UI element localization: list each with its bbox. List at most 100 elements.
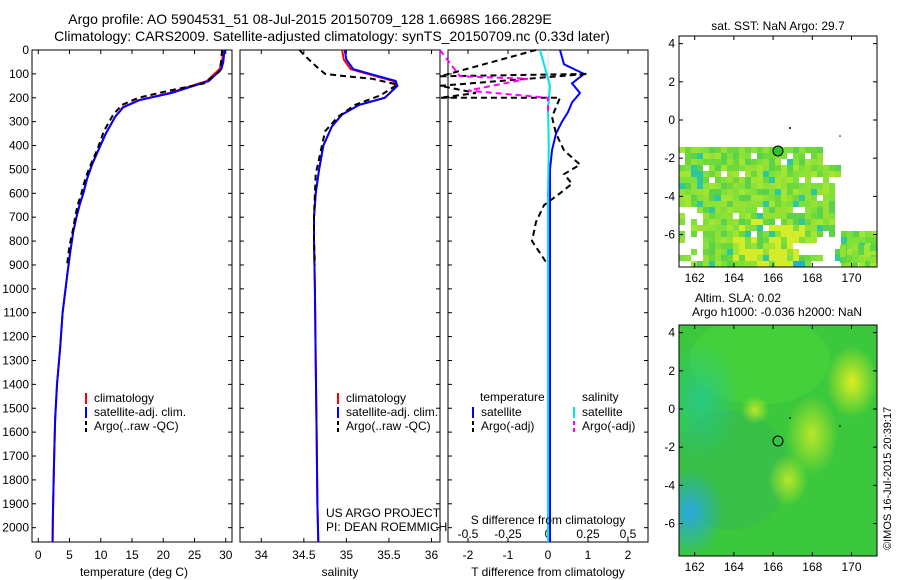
sst-cell bbox=[817, 213, 823, 219]
sst-cell bbox=[733, 177, 739, 183]
x-tick-label: 30 bbox=[219, 548, 233, 562]
legend-label-climatology: climatology bbox=[94, 391, 154, 405]
sst-cell bbox=[781, 255, 787, 261]
y-tick-label: 2000 bbox=[2, 521, 29, 535]
y-tick-label: 0 bbox=[22, 43, 29, 57]
sst-cell bbox=[721, 183, 727, 189]
sst-cell bbox=[697, 195, 703, 201]
sst-cell bbox=[793, 231, 799, 237]
sst-cell bbox=[787, 237, 793, 243]
sst-cell bbox=[847, 243, 853, 249]
sst-cell bbox=[721, 219, 727, 225]
sst-cell bbox=[691, 219, 697, 225]
sst-cell bbox=[805, 213, 811, 219]
sst-cell bbox=[757, 237, 763, 243]
sst-cell bbox=[739, 165, 745, 171]
sst-cell bbox=[769, 171, 775, 177]
sst-cell bbox=[709, 213, 715, 219]
sst-cell bbox=[721, 207, 727, 213]
sst-cell bbox=[817, 153, 823, 159]
sst-cell bbox=[811, 159, 817, 165]
sst-cell bbox=[721, 147, 727, 153]
sst-cell bbox=[799, 183, 805, 189]
sst-cell bbox=[709, 189, 715, 195]
sst-cell bbox=[691, 225, 697, 231]
sst-cell bbox=[781, 231, 787, 237]
sst-cell bbox=[685, 195, 691, 201]
sst-cell bbox=[739, 225, 745, 231]
sst-cell bbox=[721, 213, 727, 219]
sst-cell bbox=[852, 245, 858, 251]
sst-cell bbox=[757, 261, 763, 267]
series-line-t-argo-adj bbox=[439, 49, 589, 266]
sst-cell bbox=[775, 207, 781, 213]
sst-cell bbox=[775, 177, 781, 183]
sst-cell bbox=[709, 153, 715, 159]
sst-cell bbox=[715, 189, 721, 195]
sst-cell bbox=[769, 213, 775, 219]
sst-cell bbox=[757, 213, 763, 219]
sst-cell bbox=[811, 225, 817, 231]
sst-cell bbox=[691, 201, 697, 207]
sst-cell bbox=[685, 255, 691, 261]
sst-cell bbox=[703, 243, 709, 249]
sst-cell bbox=[799, 153, 805, 159]
sst-cell bbox=[769, 153, 775, 159]
sst-cell bbox=[799, 231, 805, 237]
sst-cell bbox=[685, 153, 691, 159]
sst-cell bbox=[739, 189, 745, 195]
sst-cell bbox=[691, 147, 697, 153]
sst-cell bbox=[769, 249, 775, 255]
sst-cell bbox=[763, 237, 769, 243]
y-tick-label: 1600 bbox=[2, 425, 29, 439]
legend-label-satellite: satellite-adj. clim. bbox=[94, 405, 186, 419]
pi-label: PI: DEAN ROEMMICH bbox=[326, 520, 447, 534]
y-tick-label: 200 bbox=[9, 91, 29, 105]
sst-cell bbox=[703, 153, 709, 159]
project-label: US ARGO PROJECT bbox=[326, 506, 441, 520]
y-tick-label: 300 bbox=[9, 115, 29, 129]
sst-cell bbox=[709, 237, 715, 243]
x-tick-label: 5 bbox=[66, 548, 73, 562]
sst-cell bbox=[823, 183, 829, 189]
sst-cell bbox=[739, 207, 745, 213]
map-x-tick-label: 164 bbox=[724, 271, 744, 285]
sst-cell bbox=[739, 177, 745, 183]
legend-label-t-argo: Argo(-adj) bbox=[481, 419, 534, 433]
sst-cell bbox=[805, 219, 811, 225]
sst-cell bbox=[829, 219, 835, 225]
sst-cell bbox=[739, 255, 745, 261]
sst-cell bbox=[751, 249, 757, 255]
sst-cell bbox=[859, 237, 865, 243]
sst-cell bbox=[775, 213, 781, 219]
sst-cell bbox=[811, 237, 817, 243]
sst-cell bbox=[715, 219, 721, 225]
sla-dot bbox=[789, 417, 791, 419]
sst-cell bbox=[835, 171, 841, 177]
sst-cell bbox=[835, 249, 841, 255]
sst-cell bbox=[727, 225, 733, 231]
sst-cell bbox=[679, 147, 685, 153]
sst-cell bbox=[793, 219, 799, 225]
sst-cell bbox=[829, 183, 835, 189]
sst-cell bbox=[757, 249, 763, 255]
sst-cell bbox=[805, 165, 811, 171]
sst-cell bbox=[745, 243, 751, 249]
sst-cell bbox=[715, 171, 721, 177]
sst-cell bbox=[781, 171, 787, 177]
sst-cell bbox=[769, 165, 775, 171]
sst-cell bbox=[679, 201, 685, 207]
x-tick-label: 25 bbox=[188, 548, 202, 562]
y-tick-label: 1700 bbox=[2, 449, 29, 463]
sst-cell bbox=[817, 159, 823, 165]
sst-cell bbox=[739, 147, 745, 153]
sst-cell bbox=[781, 207, 787, 213]
sst-cell bbox=[727, 219, 733, 225]
sst-cell bbox=[793, 177, 799, 183]
sst-dot bbox=[789, 127, 791, 129]
sst-cell bbox=[697, 183, 703, 189]
sst-cell bbox=[870, 257, 876, 263]
sst-cell bbox=[787, 225, 793, 231]
series-line-s-argo-adj bbox=[439, 49, 549, 113]
sst-cell bbox=[823, 213, 829, 219]
